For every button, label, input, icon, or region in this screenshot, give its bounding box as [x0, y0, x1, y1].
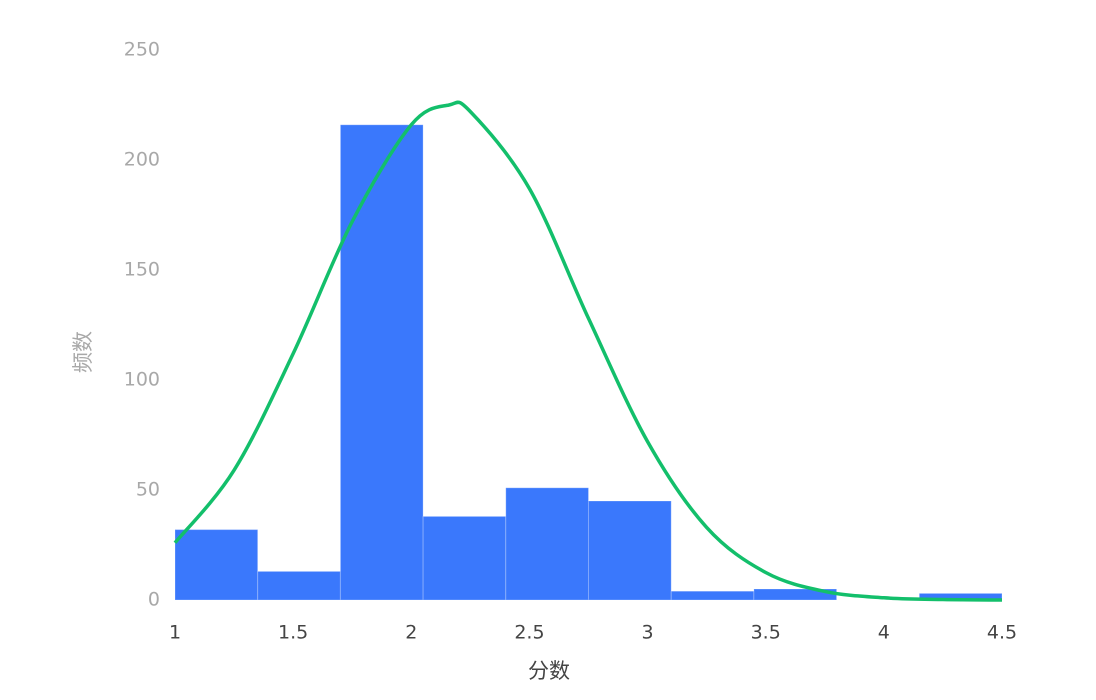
- bar: [588, 500, 672, 601]
- bar: [670, 590, 755, 601]
- y-tick-label: 250: [124, 39, 160, 61]
- x-tick-label: 2.5: [514, 622, 544, 644]
- y-tick-label: 50: [136, 479, 160, 501]
- y-tick-label: 0: [148, 589, 160, 611]
- bar: [339, 124, 424, 601]
- x-tick-label: 4.5: [987, 622, 1017, 644]
- x-tick-label: 3.5: [751, 622, 781, 644]
- bar: [257, 570, 341, 601]
- bar: [422, 515, 507, 601]
- x-axis-label: 分数: [528, 659, 570, 683]
- y-axis-label: 频数: [71, 331, 95, 373]
- density-curve: [173, 100, 1003, 602]
- x-tick-label: 4: [878, 622, 890, 644]
- y-tick-label: 100: [124, 369, 160, 391]
- x-tick-label: 1.5: [278, 622, 308, 644]
- x-tick-label: 2: [405, 622, 417, 644]
- x-tick-label: 1: [169, 622, 181, 644]
- y-tick-label: 150: [124, 259, 160, 281]
- x-tick-label: 3: [642, 622, 654, 644]
- y-tick-label: 200: [124, 149, 160, 171]
- bar: [505, 487, 589, 601]
- bar: [174, 529, 259, 601]
